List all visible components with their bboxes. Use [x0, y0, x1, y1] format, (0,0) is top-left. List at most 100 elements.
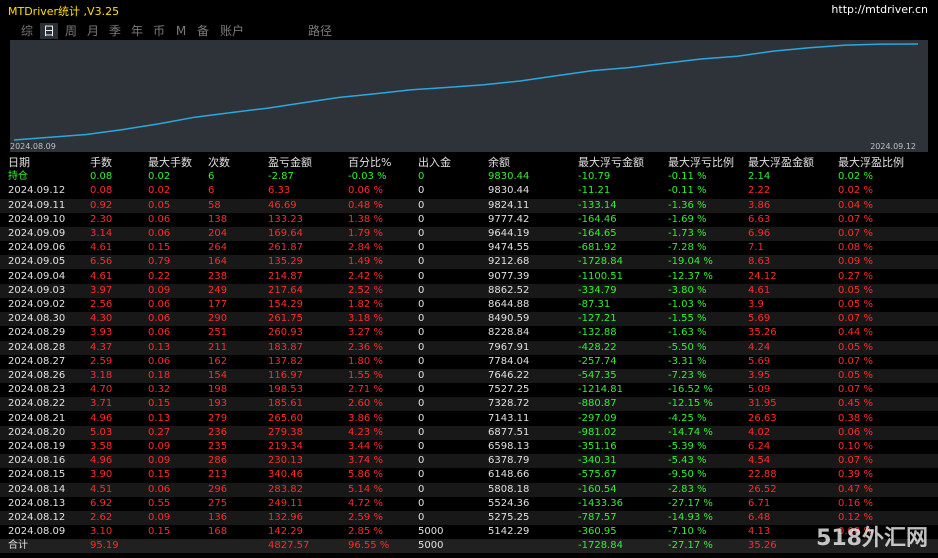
tab-10[interactable]: 路径 [307, 24, 332, 38]
cell-col-0: 2024.08.27 [8, 355, 66, 367]
cell-col-0: 2024.08.09 [8, 526, 66, 538]
cell-col-11: 0.05 % [838, 370, 873, 381]
cell-col-9: -5.43 % [668, 455, 707, 467]
cell-col-8: -787.57 [578, 512, 617, 523]
cell-col-8: -428.22 [578, 341, 617, 353]
cell-col-8: -87.31 [578, 299, 611, 310]
cell-col-5: 4.72 % [348, 497, 383, 509]
cell-col-6: 0 [418, 512, 425, 523]
cell-col-2: 0.06 [148, 299, 171, 310]
cell-col-6: 0 [418, 384, 425, 396]
cell-col-7: 9830.44 [488, 185, 530, 197]
cell-col-9: -0.11 % [668, 185, 707, 197]
cell-col-1: 2.62 [90, 512, 113, 523]
cell-col-7: 6598.13 [488, 441, 530, 452]
cell-col-4: 183.87 [268, 341, 303, 353]
cell-col-1: 3.10 [90, 526, 113, 538]
cell-col-0: 2024.09.05 [8, 256, 66, 268]
cell-col-4: 340.46 [268, 469, 303, 481]
cell-col-10: 26.52 [748, 483, 777, 495]
cell-col-8: -1100.51 [578, 270, 623, 282]
cell-col-4: 261.87 [268, 242, 303, 254]
table-row: 2024.08.28 4.37 0.13 211 183.87 2.36 % 0 7967.9… [0, 340, 938, 355]
cell-col-1: 5.03 [90, 426, 113, 438]
cell-col-5: 5.14 % [348, 483, 383, 495]
cell-col-6: 0 [418, 426, 425, 438]
tab-3[interactable]: 月 [86, 24, 99, 38]
cell-col-11: 0.09 % [838, 256, 873, 268]
site-url-link[interactable]: http://mtdriver.cn [831, 3, 928, 16]
cell-col-4: 198.53 [268, 384, 303, 396]
tab-0[interactable]: 综 [20, 24, 33, 38]
cell-col-5: 4.23 % [348, 426, 383, 438]
cell-col-10: 6.71 [748, 497, 771, 509]
table-row: 2024.08.12 2.62 0.09 136 132.96 2.59 % 0 5275.2… [0, 511, 938, 525]
tab-8[interactable]: 备 [196, 24, 209, 38]
cell-col-0: 2024.09.09 [8, 228, 66, 239]
tab-1[interactable]: 日 [40, 23, 58, 39]
cell-col-4: 154.29 [268, 299, 303, 310]
cell-col-2: 0.06 [148, 327, 171, 339]
cell-col-0: 2024.08.13 [8, 497, 66, 509]
cell-col-7: 9830.44 [488, 171, 530, 183]
cell-col-10: 6.24 [748, 441, 771, 452]
cell-col-6: 0 [418, 213, 425, 225]
cell-col-5: 1.80 % [348, 355, 383, 367]
cell-col-5: 1.49 % [348, 256, 383, 268]
cell-col-11: 0.27 % [838, 270, 873, 282]
cell-col-7: 9644.19 [488, 228, 530, 239]
cell-col-7: 9777.42 [488, 213, 530, 225]
tab-6[interactable]: 币 [152, 24, 165, 38]
cell-col-3: 198 [208, 384, 228, 396]
cell-col-10: 4.61 [748, 284, 771, 296]
cell-col-0: 持仓 [8, 171, 28, 183]
table-row: 2024.08.27 2.59 0.06 162 137.82 1.80 % 0 7784.0… [0, 355, 938, 369]
tab-2[interactable]: 周 [64, 24, 77, 38]
cell-col-7: 9077.39 [488, 270, 530, 282]
cell-col-3: 154 [208, 370, 228, 381]
cell-col-3: 211 [208, 341, 228, 353]
cell-col-11: 0.06 % [838, 426, 873, 438]
cell-col-2: 最大手数 [148, 156, 192, 169]
table-row: 2024.09.11 0.92 0.05 58 46.69 0.48 % 0 9824.11 -… [0, 198, 938, 213]
cell-col-10: 31.95 [748, 398, 777, 410]
tab-7[interactable]: M [175, 24, 187, 38]
cell-col-10: 7.1 [748, 242, 764, 254]
cell-col-6: 0 [418, 242, 425, 254]
table-row: 2024.08.20 5.03 0.27 236 279.38 4.23 % 0 6877.5… [0, 425, 938, 440]
cell-col-7: 7784.04 [488, 355, 530, 367]
cell-col-7: 6148.66 [488, 469, 530, 481]
cell-col-2: 0.09 [148, 455, 171, 467]
cell-col-4: 137.82 [268, 355, 303, 367]
cell-col-11: 0.16 % [838, 497, 873, 509]
app-title: MTDriver统计 ,V3.25 [8, 5, 120, 18]
tab-9[interactable]: 账户 [219, 24, 244, 38]
table-row: 2024.09.06 4.61 0.15 264 261.87 2.84 % 0 9474.5… [0, 241, 938, 255]
tab-4[interactable]: 季 [108, 24, 121, 38]
table-row: 2024.08.23 4.70 0.32 198 198.53 2.71 % 0 7527.2… [0, 383, 938, 397]
cell-col-2: 0.15 [148, 526, 171, 538]
cell-col-6: 0 [418, 441, 425, 452]
cell-col-3: 236 [208, 426, 228, 438]
cell-col-2: 0.09 [148, 284, 171, 296]
cell-col-2: 0.15 [148, 242, 171, 254]
cell-col-8: -1728.84 [578, 540, 623, 552]
cell-col-0: 2024.09.11 [8, 199, 66, 211]
cell-col-3: 次数 [208, 156, 230, 169]
cell-col-10: 2.22 [748, 185, 771, 197]
cell-col-8: -133.14 [578, 199, 617, 211]
cell-col-9: -5.39 % [668, 441, 707, 452]
cell-col-2: 0.15 [148, 469, 171, 481]
cell-col-8: -257.74 [578, 355, 617, 367]
tab-5[interactable]: 年 [130, 24, 143, 38]
cell-col-8: -981.02 [578, 426, 617, 438]
total-row: 合计 95.19 4827.57 96.55 % 5000 -1728.84 -27.17 … [0, 539, 938, 554]
cell-col-2: 0.13 [148, 412, 171, 424]
cell-col-9: -3.31 % [668, 355, 707, 367]
cell-col-1: 6.92 [90, 497, 113, 509]
cell-col-9: 最大浮亏比例 [668, 156, 734, 169]
cell-col-7: 5808.18 [488, 483, 530, 495]
cell-col-0: 2024.08.30 [8, 313, 66, 325]
cell-col-8: -164.65 [578, 228, 617, 239]
table-row: 2024.08.21 4.96 0.13 279 265.60 3.86 % 0 7143.1… [0, 412, 938, 426]
